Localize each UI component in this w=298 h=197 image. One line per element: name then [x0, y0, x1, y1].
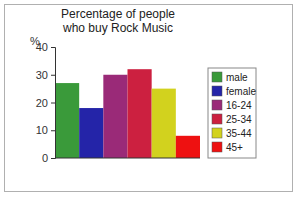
- bar: [103, 75, 127, 158]
- y-axis-title: %: [30, 35, 40, 47]
- y-tick-label: 10: [36, 124, 48, 136]
- y-tick-label: 30: [36, 69, 48, 81]
- y-tick: 10: [36, 124, 55, 136]
- y-tick: 30: [36, 69, 55, 81]
- y-tick-label: 20: [36, 97, 48, 109]
- y-tick-mark: [51, 47, 55, 48]
- y-tick-mark: [51, 103, 55, 104]
- legend-swatch: [212, 72, 222, 82]
- chart: 010203040%Percentage of peoplewho buy Ro…: [0, 0, 298, 197]
- x-axis-line: [55, 158, 200, 159]
- legend-label: 45+: [226, 142, 243, 153]
- legend: male female 16-24 25-34 35-44 45+: [208, 68, 256, 158]
- legend-swatch: [212, 142, 222, 152]
- y-tick-mark: [51, 75, 55, 76]
- legend-label: 16-24: [226, 100, 252, 111]
- legend-swatch: [212, 128, 222, 138]
- y-axis-line: [51, 48, 56, 159]
- y-tick-mark: [51, 130, 55, 131]
- legend-swatch: [212, 114, 222, 124]
- bar: [79, 108, 103, 158]
- legend-swatch: [212, 100, 222, 110]
- title-line: who buy Rock Music: [62, 21, 173, 35]
- legend-label: male: [226, 72, 248, 83]
- bar: [55, 83, 79, 158]
- legend-label: 35-44: [226, 128, 252, 139]
- legend-box: [208, 68, 256, 158]
- legend-swatch: [212, 86, 222, 96]
- y-tick-label: 0: [42, 152, 48, 164]
- y-tick: 20: [36, 97, 55, 109]
- title-line: Percentage of people: [61, 7, 175, 21]
- chart-frame: [5, 5, 293, 192]
- bars: [55, 69, 200, 158]
- y-tick-mark: [51, 158, 55, 159]
- legend-label: 25-34: [226, 114, 252, 125]
- title: Percentage of peoplewho buy Rock Music: [61, 7, 175, 35]
- bar: [152, 89, 176, 158]
- legend-label: female: [226, 86, 256, 97]
- y-tick: 0: [42, 152, 55, 164]
- bar: [128, 69, 152, 158]
- bar: [176, 136, 200, 158]
- y-axis: 010203040: [36, 41, 56, 164]
